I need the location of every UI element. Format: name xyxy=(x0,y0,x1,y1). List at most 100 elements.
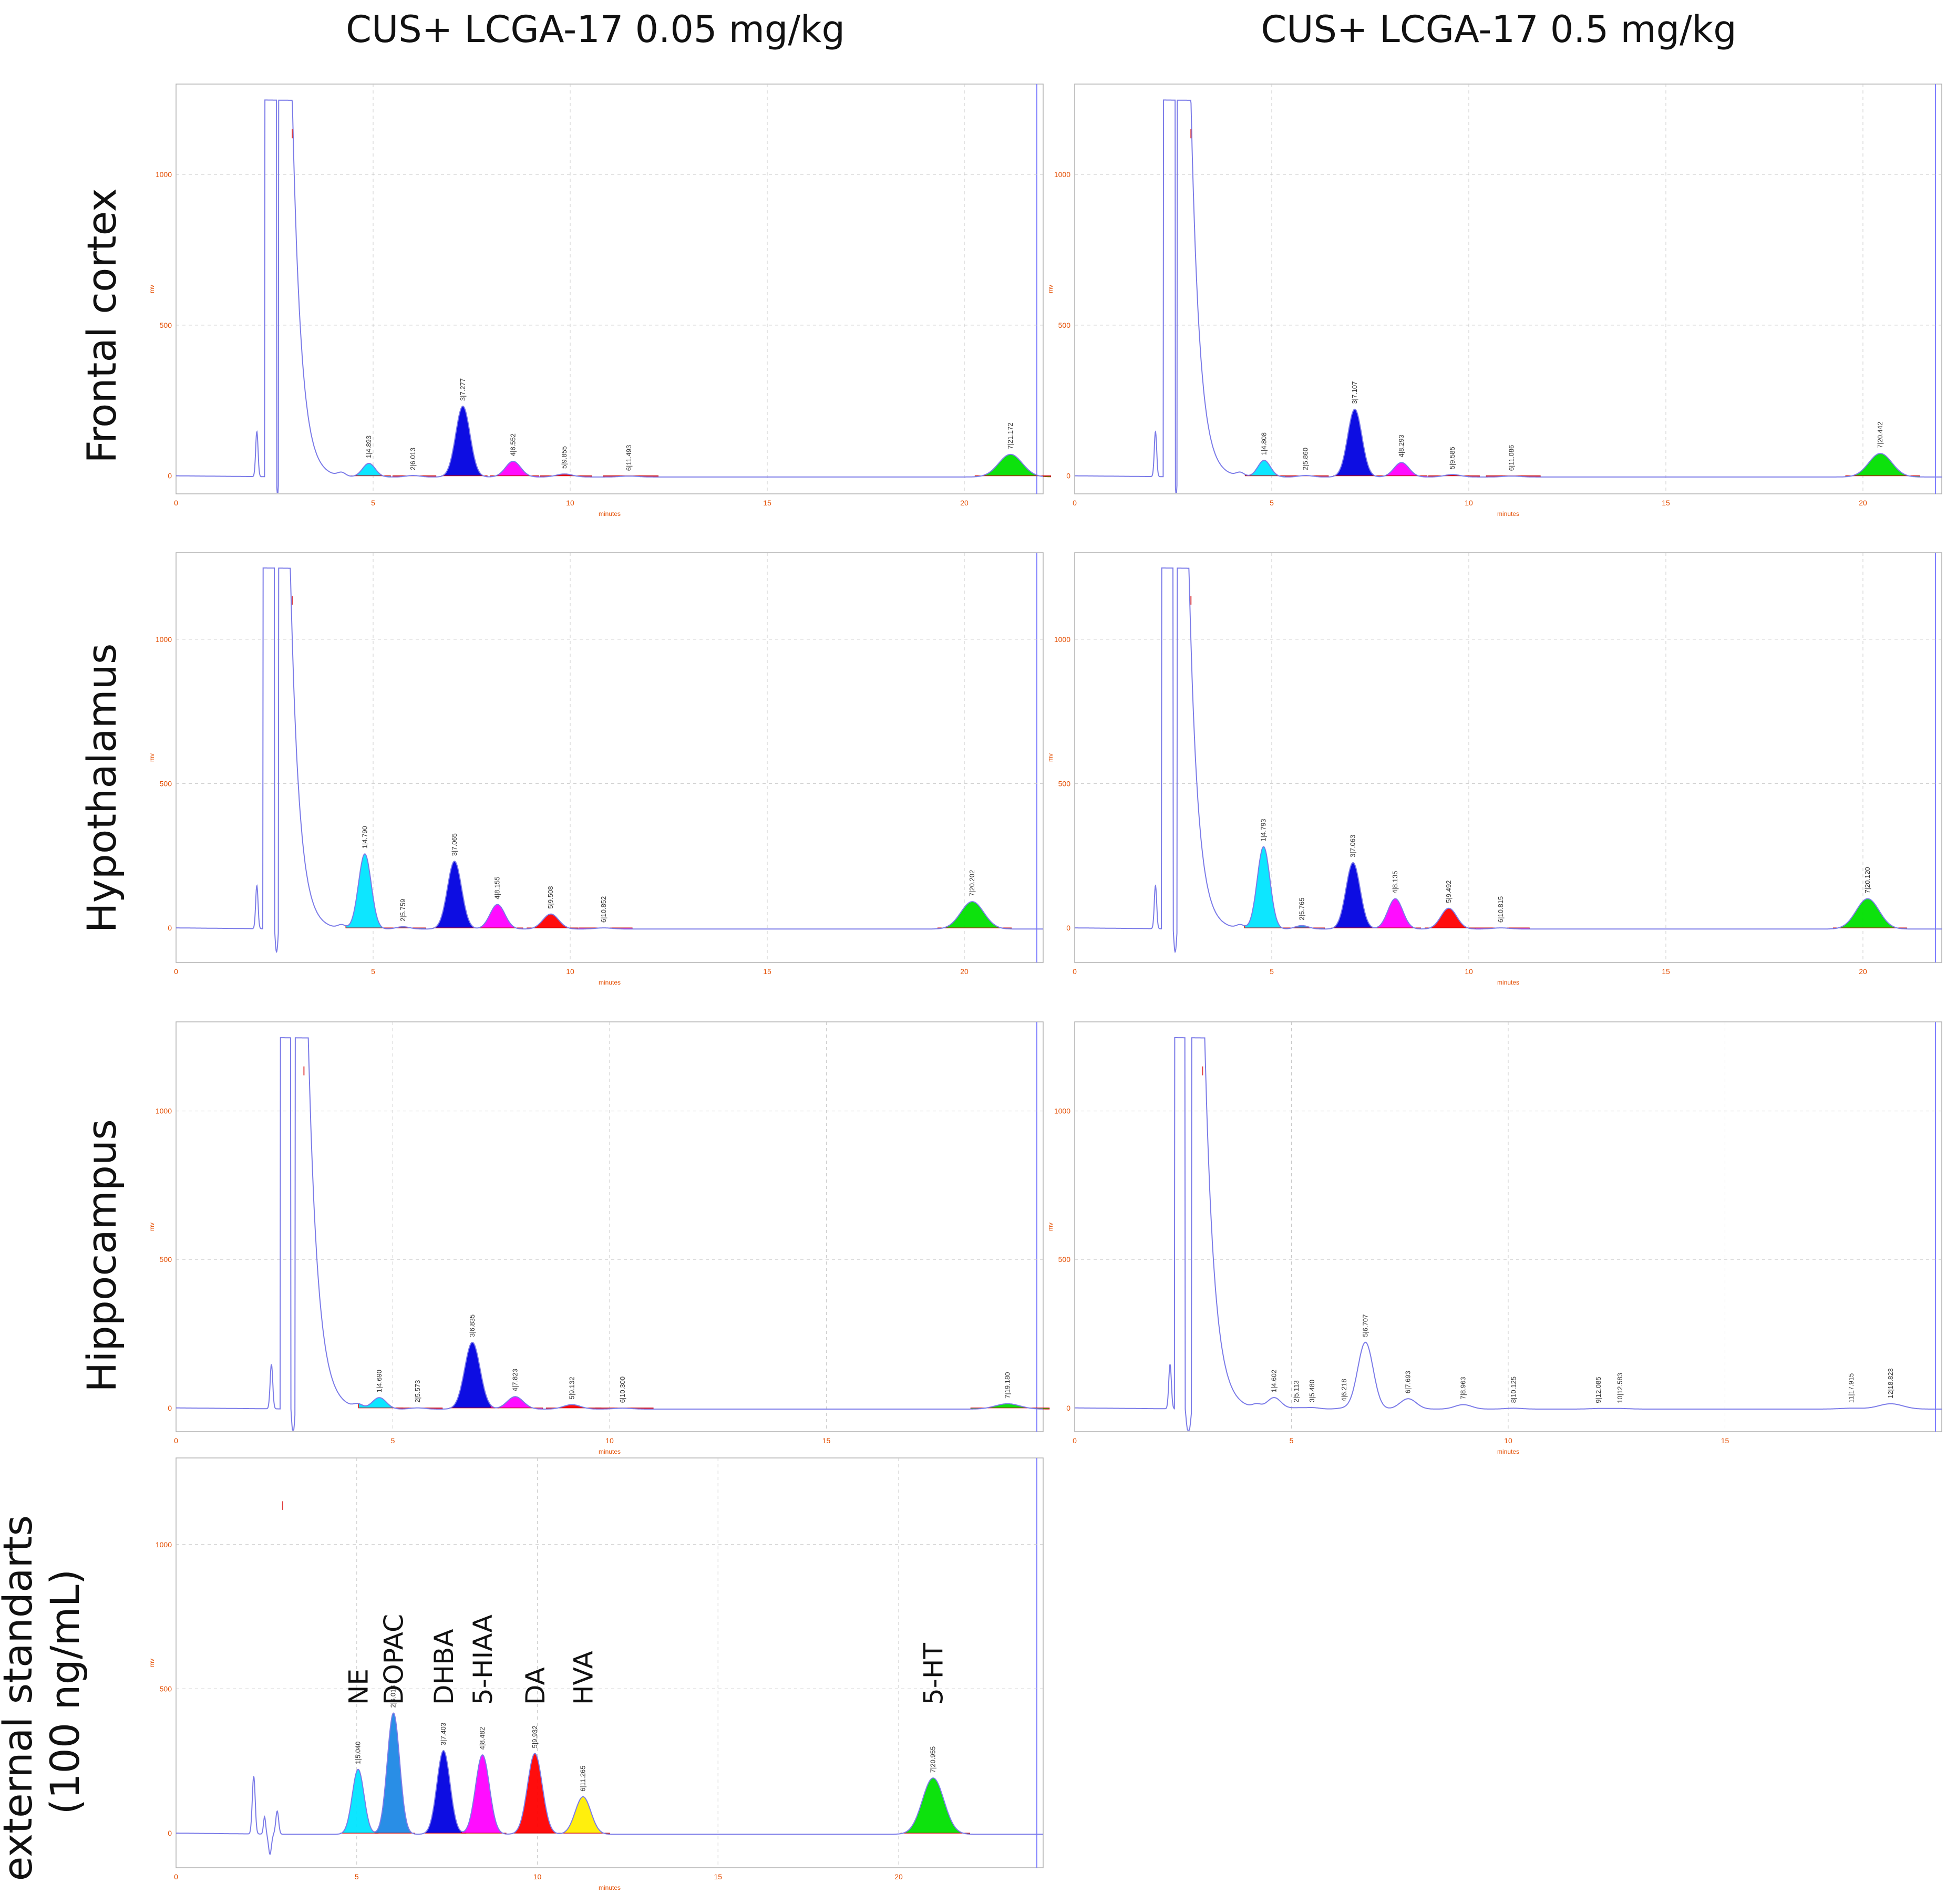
y-tick-label: 1000 xyxy=(156,1540,172,1549)
peak-fill xyxy=(423,1750,467,1834)
standard-compound-label: DA xyxy=(520,1667,551,1705)
peak-label: 12|18.823 xyxy=(1887,1368,1894,1399)
peak-label: 1|4.790 xyxy=(360,826,368,848)
peak-label: 1|5.040 xyxy=(354,1742,362,1764)
standard-compound-label: DOPAC xyxy=(379,1614,409,1705)
peak-fill xyxy=(1244,846,1286,929)
peak-label: 6|11.265 xyxy=(579,1765,587,1791)
y-tick-label: 500 xyxy=(160,1684,172,1693)
peak-label: 8|10.125 xyxy=(1509,1377,1517,1403)
signal-trace xyxy=(1075,1037,1942,1431)
y-axis-label: mv xyxy=(1047,753,1054,762)
signal-trace xyxy=(1075,99,1942,493)
signal-trace xyxy=(176,1037,1043,1431)
peak-fill xyxy=(937,901,1012,929)
x-tick-label: 20 xyxy=(894,1872,903,1881)
x-tick-label: 0 xyxy=(174,967,178,976)
y-tick-label: 500 xyxy=(1058,779,1071,788)
peak-label: 5|9.932 xyxy=(531,1725,539,1748)
standard-compound-label: NE xyxy=(344,1669,374,1705)
peak-label: 7|19.180 xyxy=(1003,1372,1011,1399)
peak-label: 1|4.893 xyxy=(365,436,373,458)
y-axis-label: mv xyxy=(148,1659,156,1667)
peak-fill xyxy=(900,1777,970,1835)
peak-label: 5|6.707 xyxy=(1361,1315,1369,1337)
peak-label: 7|20.202 xyxy=(968,870,976,896)
y-tick-label: 0 xyxy=(1066,472,1070,480)
peak-fill xyxy=(1333,409,1379,477)
peak-label: 6|11.493 xyxy=(625,445,633,471)
x-tick-label: 10 xyxy=(1504,1436,1512,1445)
signal-trace xyxy=(176,567,1043,954)
peak-fill xyxy=(340,1769,379,1834)
y-axis-label: mv xyxy=(148,285,156,293)
signal-trace xyxy=(176,1712,1043,1856)
x-tick-label: 0 xyxy=(174,1872,178,1881)
standard-compound-label: 5-HIAA xyxy=(468,1615,498,1705)
peak-label: 6|10.815 xyxy=(1497,896,1505,923)
peak-label: 2|6.013 xyxy=(409,448,417,470)
x-tick-label: 20 xyxy=(1859,499,1867,507)
row-title-external-standards: external standarts (100 ng/mL) xyxy=(0,1503,88,1881)
peak-fill xyxy=(1373,898,1421,929)
x-axis-label: minutes xyxy=(1497,1448,1519,1455)
peak-label: 4|7.823 xyxy=(511,1369,519,1391)
y-tick-label: 500 xyxy=(1058,321,1071,329)
figure-titles: CUS+ LCGA-17 0.05 mg/kg CUS+ LCGA-17 0.5… xyxy=(0,8,1737,1881)
signal-trace xyxy=(1075,567,1942,954)
chromatogram-panel-4: 0 5 10 15 20 0 500 1000 minutes mv 1|4.793 2|5.765 3… xyxy=(1047,552,1942,986)
peak-label: 4|8.293 xyxy=(1397,434,1405,457)
peak-label: 3|7.063 xyxy=(1349,835,1357,857)
signal-trace xyxy=(176,99,1044,493)
x-tick-label: 15 xyxy=(1721,1436,1729,1445)
x-tick-label: 10 xyxy=(1465,499,1473,507)
y-tick-label: 1000 xyxy=(156,635,172,644)
peak-fill xyxy=(1845,453,1920,478)
peak-label: 7|20.955 xyxy=(929,1746,937,1773)
peak-fill xyxy=(512,1753,561,1834)
x-tick-label: 20 xyxy=(960,967,969,976)
chromatogram-panel-6: 0 5 10 15 0 500 1000 minutes mv 1|4.602 2|5.113 3|5… xyxy=(1047,1021,1942,1455)
y-tick-label: 1000 xyxy=(156,170,172,179)
chromatogram-panel-2: 0 5 10 15 20 0 500 1000 minutes mv 1|4.808 2|5.860 3… xyxy=(1047,84,1942,518)
peak-label: 5|9.508 xyxy=(547,886,554,909)
peak-label: 2|5.573 xyxy=(414,1380,421,1403)
peak-label: 6|10.300 xyxy=(619,1377,626,1403)
peak-fill xyxy=(345,853,387,929)
peak-label: 7|20.120 xyxy=(1863,867,1871,893)
x-tick-label: 0 xyxy=(174,1436,178,1445)
standard-compound-label: DHBA xyxy=(429,1629,459,1705)
x-tick-label: 5 xyxy=(1290,1436,1294,1445)
peak-label: 9|12.085 xyxy=(1594,1377,1602,1403)
peak-fill xyxy=(441,406,488,478)
x-axis-label: minutes xyxy=(1497,510,1519,518)
peak-label: 4|8.135 xyxy=(1391,871,1399,893)
peak-label: 6|10.852 xyxy=(600,896,607,923)
x-axis-label: minutes xyxy=(599,979,621,986)
peak-label: 3|5.480 xyxy=(1308,1380,1316,1402)
peak-label: 7|20.442 xyxy=(1876,422,1884,448)
peak-label: 2|5.765 xyxy=(1297,898,1305,920)
peak-label: 4|8.552 xyxy=(509,433,517,456)
peak-label: 3|7.065 xyxy=(450,833,458,856)
y-tick-label: 1000 xyxy=(156,1107,172,1115)
peak-label: 3|7.107 xyxy=(1351,381,1358,404)
y-tick-label: 500 xyxy=(160,321,172,329)
y-tick-label: 500 xyxy=(160,779,172,788)
y-tick-label: 0 xyxy=(1066,924,1070,932)
y-tick-label: 0 xyxy=(1066,1404,1070,1412)
chromatogram-panels: 0 5 10 15 2005001000minutesmv1|4.8932|6.0133… xyxy=(148,84,1942,1891)
peak-label: 5|9.855 xyxy=(560,446,568,469)
chromatogram-panel-3: 0 5 10 15 20 0 500 1000 minutes mv 1|4.790 2|5.759 3… xyxy=(148,552,1044,986)
row-title-hippocampus: Hippocampus xyxy=(78,1119,125,1392)
peak-label: 4|6.218 xyxy=(1340,1379,1348,1401)
y-tick-label: 0 xyxy=(168,924,172,932)
x-tick-label: 15 xyxy=(714,1872,722,1881)
y-tick-label: 0 xyxy=(168,1829,172,1837)
peak-label: 4|8.155 xyxy=(493,876,501,899)
x-axis-label: minutes xyxy=(599,1884,621,1891)
y-axis-label: mv xyxy=(1047,285,1054,293)
peak-fill xyxy=(974,454,1051,478)
peak-label: 10|12.583 xyxy=(1616,1373,1624,1403)
